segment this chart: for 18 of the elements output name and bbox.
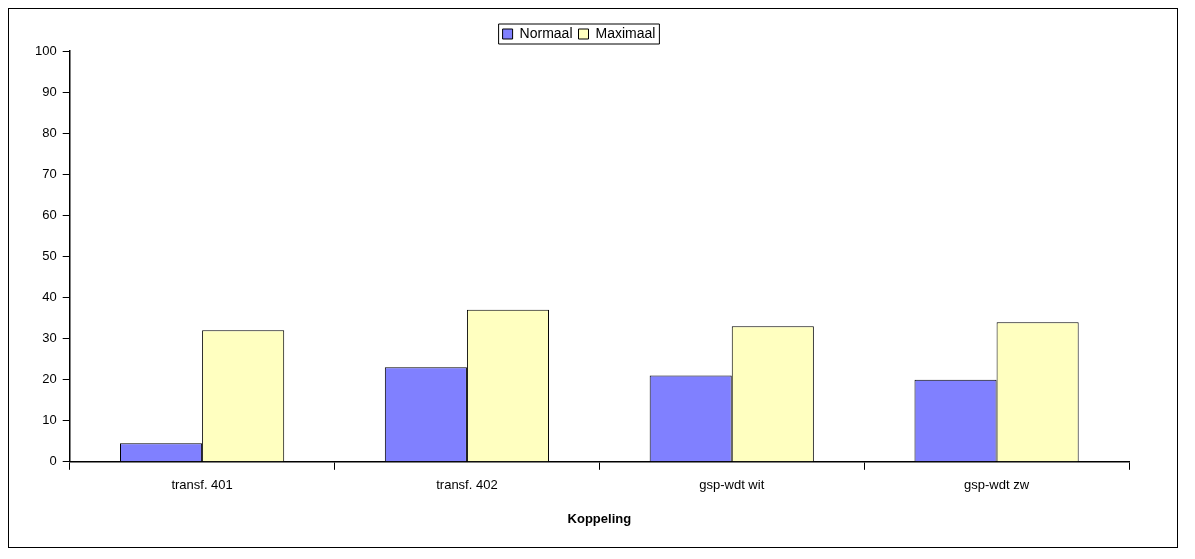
- y-tick-label: 20: [42, 371, 57, 387]
- y-tick-label: 100: [34, 42, 57, 58]
- y-tick-label: 40: [42, 289, 57, 305]
- y-tick-label: 0: [49, 453, 57, 469]
- y-tick-label: 90: [42, 83, 57, 99]
- y-tick-label: 70: [42, 165, 57, 181]
- x-tick-label: gsp-wdt zw: [964, 477, 1030, 493]
- y-tick-label: 50: [42, 247, 57, 263]
- y-tick-label: 10: [42, 412, 57, 428]
- legend-label: Maximaal: [595, 24, 656, 41]
- x-tick-label: gsp-wdt wit: [699, 477, 765, 493]
- y-tick-label: 30: [42, 330, 57, 346]
- y-tick-label: 80: [42, 124, 57, 140]
- legend-label: Normaal: [519, 24, 573, 41]
- y-tick-label: 60: [42, 206, 57, 222]
- x-tick-label: transf. 402: [436, 477, 498, 493]
- x-tick-label: transf. 401: [171, 477, 233, 493]
- x-axis-title: Koppeling: [567, 510, 632, 526]
